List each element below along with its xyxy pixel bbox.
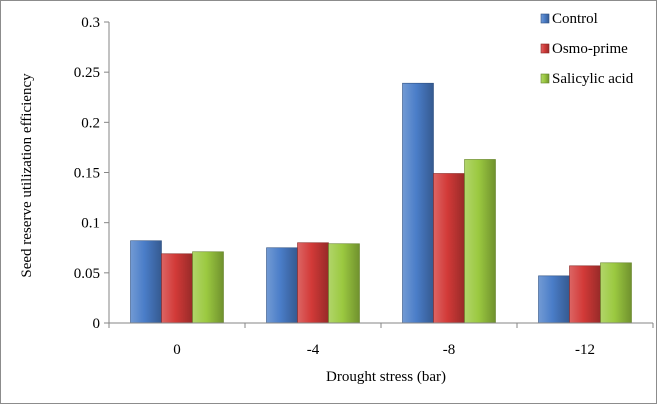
y-tick-label: 0.15 — [74, 166, 100, 182]
x-tick-label: -12 — [575, 342, 595, 358]
y-tick-label: 0.3 — [81, 15, 100, 31]
legend: Control Osmo-prime Salicylic acid — [540, 11, 634, 87]
y-tick-label: 0.25 — [74, 65, 100, 81]
bar-salicylic-acid-0 — [192, 251, 224, 324]
legend-swatch — [540, 43, 550, 54]
x-axis-title: Drought stress (bar) — [326, 369, 446, 385]
x-tick-label: -4 — [307, 342, 320, 358]
bar-salicylic-acid--12 — [600, 262, 632, 324]
y-axis-ticks: 0 0.05 0.1 0.15 0.2 0.25 0.3 — [74, 15, 109, 332]
bar-salicylic-acid--4 — [328, 243, 360, 324]
legend-label: Osmo-prime — [552, 41, 628, 57]
bar-control-0 — [130, 240, 162, 324]
bar-osmo-prime--4 — [297, 242, 329, 324]
legend-label: Salicylic acid — [552, 71, 634, 87]
bar-control--4 — [266, 247, 298, 324]
legend-swatch — [540, 13, 550, 24]
x-axis-ticks: 0 -4 -8 -12 — [108, 323, 654, 358]
x-tick-label: -8 — [443, 342, 456, 358]
bar-osmo-prime-0 — [161, 253, 193, 324]
bar-salicylic-acid--8 — [464, 159, 496, 324]
bar-control--8 — [402, 82, 434, 324]
y-tick-label: 0.05 — [74, 266, 100, 282]
bar-osmo-prime--12 — [569, 265, 601, 324]
y-tick-label: 0 — [93, 316, 101, 332]
y-tick-label: 0.2 — [81, 115, 100, 131]
legend-swatch — [540, 73, 550, 84]
x-tick-label: 0 — [173, 342, 181, 358]
y-tick-label: 0.1 — [81, 216, 100, 232]
plot-area — [130, 82, 632, 324]
bar-control--12 — [538, 275, 570, 324]
y-axis-title: Seed reserve utilization efficiency — [19, 73, 35, 278]
legend-label: Control — [552, 11, 598, 27]
bar-osmo-prime--8 — [433, 173, 465, 324]
